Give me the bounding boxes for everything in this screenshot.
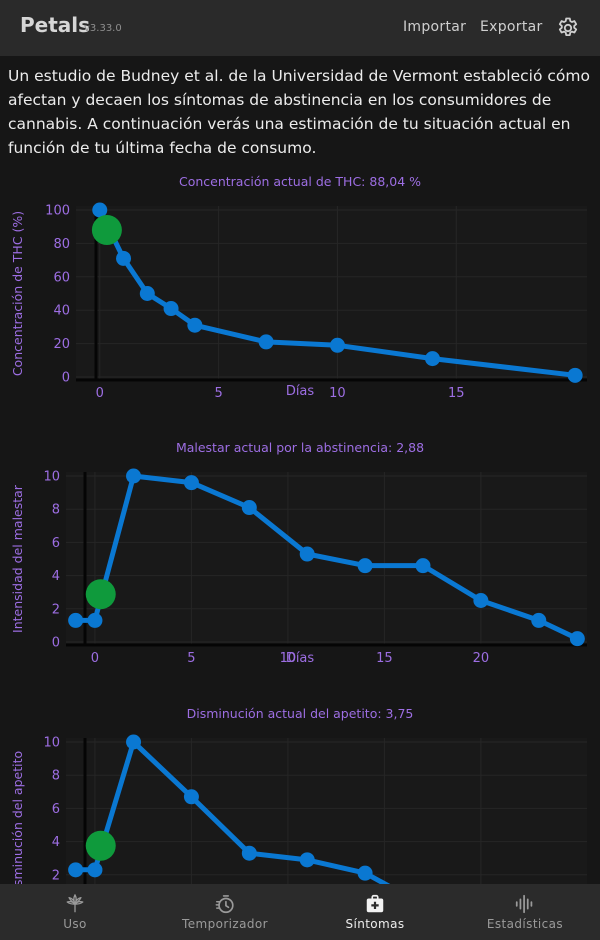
y-tick-label: 0 [52, 636, 60, 651]
data-point [299, 852, 315, 868]
data-point [299, 546, 315, 562]
y-tick-label: 8 [52, 769, 60, 784]
y-tick-label: 40 [53, 304, 70, 319]
y-tick-label: 100 [45, 204, 70, 219]
plot-area [76, 206, 587, 381]
y-tick-label: 2 [52, 868, 60, 883]
x-tick-label: 5 [214, 386, 222, 401]
data-point [92, 202, 108, 218]
gear-icon[interactable] [556, 16, 580, 40]
x-tick-label: 15 [376, 651, 393, 666]
data-point [126, 468, 142, 484]
data-point [329, 337, 345, 353]
current-value-marker [85, 830, 116, 861]
x-tick-label: 10 [329, 386, 346, 401]
y-tick-label: 20 [53, 337, 70, 352]
data-point [473, 593, 489, 608]
y-axis-label: Disminución del apetito [10, 751, 25, 884]
nav-item-temporizador[interactable]: Temporizador [150, 884, 300, 940]
y-tick-label: 10 [43, 470, 60, 485]
data-point [116, 250, 132, 266]
data-point [567, 367, 583, 383]
app-header: Petals v3.33.0 Importar Exportar [0, 0, 600, 56]
import-button[interactable]: Importar [403, 19, 467, 35]
data-point [531, 612, 547, 628]
x-tick-label: 5 [187, 651, 195, 666]
data-point [68, 612, 84, 628]
y-tick-label: 4 [52, 569, 60, 584]
data-point [183, 789, 199, 805]
nav-item-uso[interactable]: Uso [0, 884, 150, 940]
nav-label-sintomas: Síntomas [345, 917, 405, 931]
data-point [183, 475, 199, 491]
cannabis-leaf-icon [66, 894, 84, 913]
y-tick-label: 60 [53, 270, 70, 285]
data-point [163, 301, 179, 317]
export-button[interactable]: Exportar [480, 19, 543, 35]
y-tick-label: 10 [43, 736, 60, 751]
app-version: v3.33.0 [84, 23, 122, 34]
bottom-nav: Uso Temporizador Síntomas Estadísticas [0, 884, 600, 940]
chart-title: Disminución actual del apetito: 3,75 [187, 706, 414, 721]
y-tick-label: 0 [62, 371, 70, 386]
data-point [68, 862, 84, 878]
current-value-marker [85, 579, 116, 610]
x-axis-label: Días [286, 651, 315, 666]
y-tick-label: 6 [52, 802, 60, 817]
x-axis-label: Días [286, 384, 315, 399]
data-point [415, 558, 431, 574]
nav-label-estadisticas: Estadísticas [486, 917, 564, 931]
medical-kit-icon [366, 894, 384, 913]
charts-area: 0 20 40 60 80 100 0 5 10 15 Concentración actual d… [0, 170, 600, 884]
waveform-icon [515, 894, 533, 914]
nav-item-sintomas[interactable]: Síntomas [300, 884, 450, 940]
chart-title: Concentración actual de THC: 88,04 % [179, 174, 421, 189]
intro-text: Un estudio de Budney et al. de la Univer… [8, 67, 590, 157]
x-tick-label: 0 [91, 651, 99, 666]
data-point [425, 351, 441, 367]
data-point [241, 500, 257, 516]
data-point [126, 734, 142, 750]
nav-item-estadisticas[interactable]: Estadísticas [450, 884, 600, 940]
data-point [357, 865, 373, 881]
x-tick-label: 0 [96, 386, 104, 401]
app-name: Petals [20, 13, 91, 37]
y-axis-label: Intensidad del malestar [10, 484, 25, 633]
timer-icon [215, 895, 234, 914]
y-axis-label: Concentración de THC (%) [10, 211, 25, 376]
nav-label-uso: Uso [63, 917, 87, 931]
nav-label-temporizador: Temporizador [182, 917, 268, 931]
y-tick-label: 80 [53, 237, 70, 252]
x-tick-label: 20 [473, 651, 490, 666]
y-tick-label: 8 [52, 503, 60, 518]
data-point [87, 612, 103, 628]
current-value-marker [91, 214, 122, 245]
x-tick-label: 10 [280, 651, 297, 666]
data-point [258, 334, 274, 350]
y-tick-label: 4 [52, 835, 60, 850]
y-tick-label: 6 [52, 536, 60, 551]
data-point [569, 631, 585, 647]
data-point [357, 558, 373, 574]
data-point [187, 317, 203, 333]
y-tick-label: 2 [52, 602, 60, 617]
data-point [241, 845, 257, 861]
data-point [139, 286, 155, 301]
x-tick-label: 15 [448, 386, 465, 401]
data-point [87, 862, 103, 878]
chart-title: Malestar actual por la abstinencia: 2,88 [176, 440, 424, 455]
